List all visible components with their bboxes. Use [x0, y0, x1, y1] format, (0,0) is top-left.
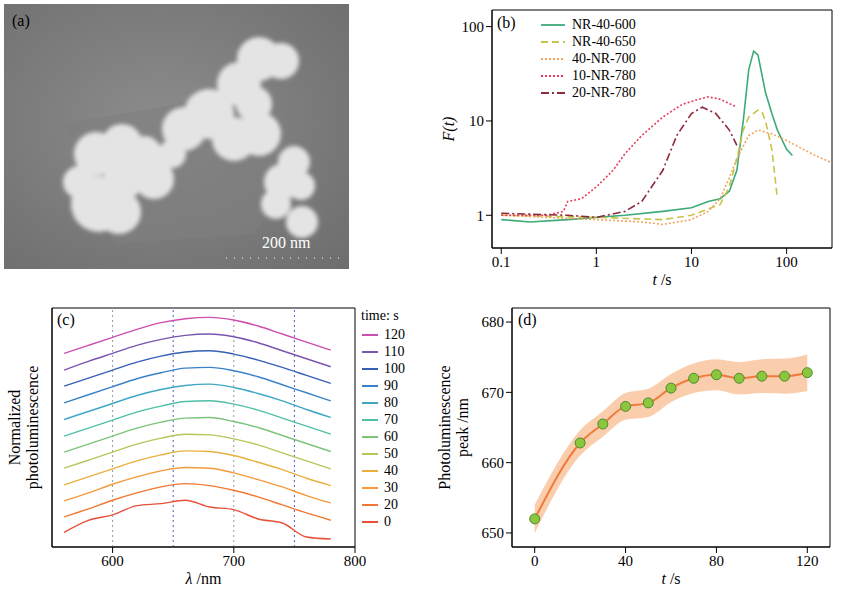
html-text:100: 100 [384, 360, 405, 376]
html-text:0: 0 [384, 513, 391, 529]
svg-text:200 nm: 200 nm [262, 234, 311, 251]
svg-text:t /s: t /s [661, 570, 680, 587]
html-text:80: 80 [384, 394, 398, 410]
svg-text:0.1: 0.1 [492, 254, 511, 270]
svg-text:Photoluminescencepeak /nm: Photoluminescencepeak /nm [436, 365, 472, 489]
svg-text:λ /nm: λ /nm [185, 570, 222, 587]
svg-text:(a): (a) [12, 12, 30, 30]
svg-text:120: 120 [796, 553, 819, 569]
html-text:90: 90 [384, 377, 398, 393]
html-text:110: 110 [384, 343, 405, 359]
svg-text:650: 650 [482, 525, 505, 541]
html-text:50: 50 [384, 445, 398, 461]
html-text:30: 30 [384, 479, 398, 495]
html-text:20-NR-780: 20-NR-780 [572, 84, 636, 100]
svg-text:100: 100 [775, 254, 798, 270]
svg-text:660: 660 [482, 455, 505, 471]
svg-text:Normalizedphotoluminescence: Normalizedphotoluminescence [6, 366, 42, 490]
svg-text:F(t): F(t) [440, 117, 458, 143]
html-text:120: 120 [384, 326, 405, 342]
html-text:40: 40 [384, 462, 398, 478]
html-text:(b): (b) [497, 14, 516, 31]
svg-text:700: 700 [223, 553, 246, 569]
svg-text:1: 1 [477, 208, 485, 224]
html-text:NR-40-650: NR-40-650 [572, 33, 636, 49]
svg-text:10: 10 [469, 113, 484, 129]
svg-text:680: 680 [482, 314, 505, 330]
html-text:time: s: time: s [361, 308, 399, 323]
svg-text:0: 0 [531, 553, 539, 569]
svg-text:t /s: t /s [652, 271, 671, 288]
svg-text:1: 1 [593, 254, 601, 270]
svg-text:40: 40 [618, 553, 633, 569]
html-text:NR-40-600: NR-40-600 [572, 16, 636, 32]
svg-text:80: 80 [709, 553, 724, 569]
html-text:70: 70 [384, 411, 398, 427]
html-text:20: 20 [384, 496, 398, 512]
html-text:(c): (c) [57, 311, 75, 328]
svg-text:670: 670 [482, 385, 505, 401]
svg-text:800: 800 [344, 553, 367, 569]
html-text:60: 60 [384, 428, 398, 444]
svg-text:600: 600 [101, 553, 124, 569]
html-text:10-NR-780: 10-NR-780 [572, 67, 636, 83]
svg-text:100: 100 [462, 19, 485, 35]
html-text:40-NR-700: 40-NR-700 [572, 50, 636, 66]
svg-text:10: 10 [684, 254, 699, 270]
html-text:(d): (d) [518, 311, 537, 328]
